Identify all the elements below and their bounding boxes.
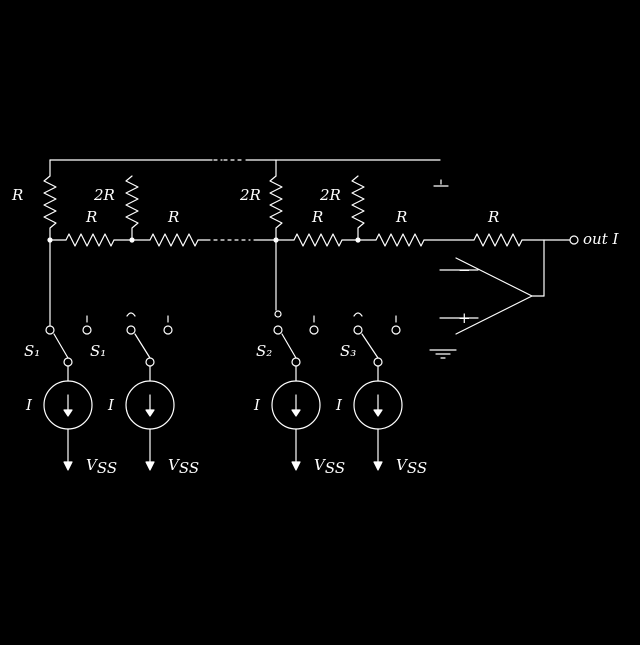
label-r-feedback: R	[487, 208, 499, 226]
rung-resistor-2r-3	[351, 175, 365, 241]
rung-resistor-2r-mid	[269, 175, 283, 241]
switch-4-blade	[361, 333, 379, 359]
switch-3-blade	[281, 333, 297, 359]
switch-3-contact-b	[309, 325, 319, 335]
label-switch-1: S₁	[24, 342, 40, 360]
label-current-1: I	[25, 396, 33, 414]
label-current-3: I	[253, 396, 261, 414]
label-2r-mid: 2R	[239, 186, 261, 204]
top-bus	[49, 159, 441, 177]
ladder-line	[49, 233, 571, 247]
label-r-series-1: R	[85, 208, 97, 226]
vss-4-arrow	[373, 461, 383, 471]
label-switch-4: S₃	[340, 342, 356, 360]
branch-2	[125, 312, 175, 471]
series-resistor-2	[149, 233, 199, 247]
label-vss-1: VSS	[86, 456, 117, 477]
switch-2-contact-b	[163, 325, 173, 335]
series-resistor-1	[65, 233, 115, 247]
label-vss-2: VSS	[168, 456, 199, 477]
label-vss-3: VSS	[314, 456, 345, 477]
labels: R R 2R R 2R R 2R R R out I − + S₁ S₁ S₂ …	[11, 186, 619, 477]
label-switch-3: S₂	[256, 342, 272, 360]
label-current-4: I	[335, 396, 343, 414]
node-2	[129, 237, 135, 243]
series-resistor-3	[293, 233, 343, 247]
top-ground-icon	[433, 179, 449, 187]
switch-4-contact-a	[353, 325, 363, 335]
branch-1	[43, 239, 93, 471]
label-opamp-minus: −	[458, 261, 471, 279]
switch-1-blade	[53, 333, 69, 359]
vss-2-arrow	[145, 461, 155, 471]
label-r-rung-left: R	[11, 186, 23, 204]
node-4	[355, 237, 361, 243]
feedback-resistor	[473, 233, 523, 247]
output-terminal	[569, 235, 579, 245]
label-r-series-3: R	[311, 208, 323, 226]
label-r-series-4: R	[395, 208, 407, 226]
switch-1-contact-a	[45, 325, 55, 335]
rung-resistor-2r-1	[125, 175, 139, 241]
switch-1-contact-b	[82, 325, 92, 335]
vss-1-arrow	[63, 461, 73, 471]
branch-4	[353, 312, 403, 471]
switch-2-blade	[134, 333, 151, 359]
label-opamp-plus: +	[458, 309, 471, 327]
label-output: out I	[583, 230, 619, 248]
rung-resistor-left	[43, 175, 57, 241]
label-current-2: I	[107, 396, 115, 414]
branch-3	[271, 239, 321, 471]
switch-2-contact-a	[126, 325, 136, 335]
ground-icon	[429, 349, 457, 359]
label-switch-2: S₁	[90, 342, 106, 360]
label-2r-1: 2R	[93, 186, 115, 204]
switch-3-contact-a	[274, 310, 282, 318]
vss-3-arrow	[291, 461, 301, 471]
label-r-series-2: R	[167, 208, 179, 226]
label-vss-4: VSS	[396, 456, 427, 477]
opamp	[439, 239, 545, 335]
switch-4-contact-b	[391, 325, 401, 335]
series-resistor-4	[375, 233, 425, 247]
label-2r-3: 2R	[319, 186, 341, 204]
